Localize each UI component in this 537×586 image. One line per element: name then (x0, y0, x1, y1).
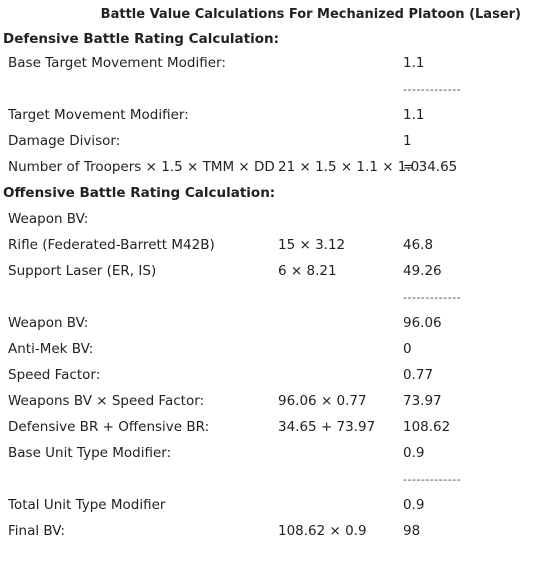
separator-line: ------------- (403, 291, 462, 304)
row-value: 73.97 (403, 393, 442, 409)
row-calculation: 21 × 1.5 × 1.1 × 1.0 (278, 159, 420, 175)
row-label: Weapons BV × Speed Factor: (8, 393, 205, 409)
row-label: Defensive BR + Offensive BR: (8, 419, 210, 435)
row-label: Damage Divisor: (8, 133, 121, 149)
row-label: Final BV: (8, 523, 65, 539)
row-calculation: 108.62 × 0.9 (278, 523, 367, 539)
row-value: 98 (403, 523, 421, 539)
row-calculation: 96.06 × 0.77 (278, 393, 367, 409)
row-label: Number of Troopers × 1.5 × TMM × DD (8, 159, 275, 175)
table-row: Speed Factor: 0.77 (2, 362, 535, 388)
row-value: 0.9 (403, 497, 425, 513)
row-label: Rifle (Federated-Barrett M42B) (8, 237, 215, 253)
table-row: Defensive BR + Offensive BR: 34.65 + 73.9… (2, 414, 535, 440)
row-label: Total Unit Type Modifier (8, 497, 166, 513)
row-value: 108.62 (403, 419, 451, 435)
row-value: 1.1 (403, 55, 425, 71)
row-label: Anti-Mek BV: (8, 341, 94, 357)
bv-calculation-table: Battle Value Calculations For Mechanized… (2, 4, 535, 544)
row-label: Base Unit Type Modifier: (8, 445, 172, 461)
row-value: 0 (403, 341, 412, 357)
separator-row: ------------- (2, 466, 535, 492)
row-calculation: 34.65 + 73.97 (278, 419, 376, 435)
table-row: Total Unit Type Modifier 0.9 (2, 492, 535, 518)
row-label: Base Target Movement Modifier: (8, 55, 226, 71)
row-value: 96.06 (403, 315, 442, 331)
table-row: Weapon BV: (2, 206, 535, 232)
table-row: Weapons BV × Speed Factor: 96.06 × 0.77 73… (2, 388, 535, 414)
row-label: Weapon BV: (8, 211, 89, 227)
table-row: Anti-Mek BV: 0 (2, 336, 535, 362)
separator-line: ------------- (403, 473, 462, 486)
section-header: Offensive Battle Rating Calculation: (2, 180, 535, 206)
row-label: Target Movement Modifier: (8, 107, 189, 123)
row-label: Weapon BV: (8, 315, 89, 331)
table-row: Target Movement Modifier: 1.1 (2, 102, 535, 128)
table-row: Number of Troopers × 1.5 × TMM × DD 21 × … (2, 154, 535, 180)
table-row: Final BV: 108.62 × 0.9 98 (2, 518, 535, 544)
table-row: Base Target Movement Modifier: 1.1 (2, 50, 535, 76)
section-header-label: Offensive Battle Rating Calculation: (3, 185, 276, 201)
table-row: Rifle (Federated-Barrett M42B) 15 × 3.12 4… (2, 232, 535, 258)
separator-row: ------------- (2, 76, 535, 102)
row-value: 49.26 (403, 263, 442, 279)
table-row: Damage Divisor: 1 (2, 128, 535, 154)
table-row: Base Unit Type Modifier: 0.9 (2, 440, 535, 466)
table-row: Support Laser (ER, IS) 6 × 8.21 49.26 (2, 258, 535, 284)
separator-row: ------------- (2, 284, 535, 310)
separator-line: ------------- (403, 83, 462, 96)
section-header-label: Defensive Battle Rating Calculation: (3, 31, 280, 47)
row-value: 1 (403, 133, 412, 149)
row-calculation: 6 × 8.21 (278, 263, 337, 279)
row-label: Speed Factor: (8, 367, 101, 383)
row-value: 0.9 (403, 445, 425, 461)
row-value: 46.8 (403, 237, 434, 253)
row-value: 1.1 (403, 107, 425, 123)
table-body: Defensive Battle Rating Calculation: Base… (2, 28, 535, 544)
table-title: Battle Value Calculations For Mechanized… (100, 7, 521, 22)
row-value: 0.77 (403, 367, 434, 383)
row-value: = 34.65 (403, 159, 458, 175)
row-calculation: 15 × 3.12 (278, 237, 346, 253)
section-header: Defensive Battle Rating Calculation: (2, 28, 535, 50)
table-row: Weapon BV: 96.06 (2, 310, 535, 336)
row-label: Support Laser (ER, IS) (8, 263, 157, 279)
